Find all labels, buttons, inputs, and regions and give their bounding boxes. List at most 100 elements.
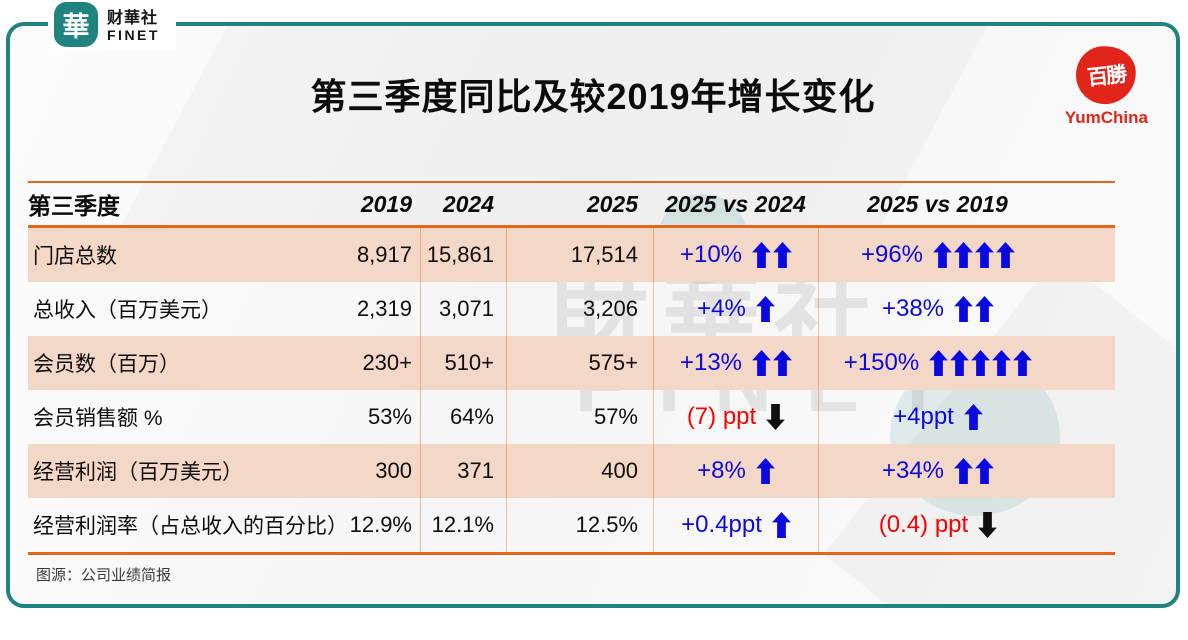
finet-logo: 華 财華社 FINET: [48, 0, 176, 51]
down-arrow-icon: [766, 404, 786, 430]
up-arrow-icon: [963, 404, 983, 430]
up-arrow-icon: [755, 458, 775, 484]
change-text: +4%: [697, 295, 746, 322]
source-note: 图源：公司业绩简报: [36, 567, 172, 584]
change-cell-vs2024: (7) ppt: [653, 390, 818, 444]
table-header-row: 第三季度 2019 2024 2025 2025 vs 2024 2025 vs…: [28, 181, 1115, 228]
value-2019: 2,319: [356, 296, 412, 321]
up-arrow-icon: [954, 242, 973, 268]
table-row: 经营利润（百万美元） 300 371 400 +8% +34%: [28, 444, 1115, 498]
arrow-group: [755, 458, 775, 484]
value-2025: 12.5%: [506, 498, 653, 552]
yumchina-seal-icon: 百勝: [1073, 43, 1140, 107]
up-arrow-icon: [971, 350, 991, 376]
change-cell-vs2019: +4ppt: [818, 390, 1115, 444]
finet-brand-icon: 華: [54, 2, 98, 47]
row-label: 经营利润（百万美元）: [33, 461, 243, 484]
up-arrow-icon: [752, 350, 771, 376]
value-2019: 12.9%: [349, 512, 412, 537]
row-label: 门店总数: [33, 245, 117, 268]
value-2024: 15,861: [420, 228, 506, 282]
column-header-2019: 2019: [360, 190, 412, 217]
value-2025: 400: [506, 444, 653, 498]
change-text: +13%: [679, 349, 743, 376]
value-2024: 3,071: [420, 282, 506, 336]
table-row: 经营利润率（占总收入的百分比） 12.9% 12.1% 12.5% +0.4pp…: [28, 498, 1115, 552]
arrow-group: [963, 404, 983, 430]
card-frame: 財華社 FINET 第三季度同比及较2019年增长变化 百勝 YumChina …: [6, 22, 1180, 608]
change-cell-vs2019: +96%: [818, 228, 1115, 282]
up-arrow-icon: [975, 242, 994, 268]
page-title: 第三季度同比及较2019年增长变化: [310, 76, 876, 117]
row-label: 经营利润率（占总收入的百分比）: [33, 515, 348, 538]
up-arrow-icon: [996, 242, 1015, 268]
arrow-group: [772, 512, 791, 538]
change-text: +8%: [697, 457, 746, 484]
arrow-group: [954, 458, 994, 484]
change-text: +34%: [881, 457, 945, 484]
column-header-2025-vs-2019: 2025 vs 2019: [867, 190, 1008, 217]
arrow-group: [752, 350, 792, 376]
finet-name-cn: 财華社: [107, 10, 159, 27]
arrow-group: [933, 242, 1015, 268]
value-2019: 53%: [367, 404, 412, 429]
change-cell-vs2024: +0.4ppt: [653, 498, 818, 552]
up-arrow-icon: [975, 458, 994, 484]
change-cell-vs2024: +10%: [653, 228, 818, 282]
column-header-quarter: 第三季度: [28, 193, 120, 219]
table-row: 门店总数 8,917 15,861 17,514 +10% +96%: [28, 228, 1115, 282]
change-text: (0.4) ppt: [878, 511, 969, 538]
value-2025: 17,514: [506, 228, 653, 282]
up-arrow-icon: [933, 242, 952, 268]
arrow-group: [929, 350, 1033, 376]
up-arrow-icon: [992, 350, 1012, 376]
value-2025: 57%: [506, 390, 653, 444]
value-2024: 12.1%: [420, 498, 506, 552]
up-arrow-icon: [773, 242, 792, 268]
value-2024: 510+: [420, 336, 506, 390]
change-text: +4ppt: [893, 403, 954, 430]
up-arrow-icon: [1013, 350, 1033, 376]
change-text: +96%: [860, 241, 924, 268]
arrow-group: [954, 296, 994, 322]
arrow-group: [978, 512, 998, 538]
value-2019: 8,917: [356, 242, 412, 267]
arrow-group: [766, 404, 786, 430]
table-row: 总收入（百万美元） 2,319 3,071 3,206 +4% +38%: [28, 282, 1115, 336]
yumchina-logo: 百勝 YumChina: [1064, 43, 1148, 128]
finet-wordmark: 财華社 FINET: [107, 2, 160, 42]
up-arrow-icon: [752, 242, 771, 268]
value-2019: 300: [375, 458, 412, 483]
table-row: 会员销售额 % 53% 64% 57% (7) ppt +4ppt: [28, 390, 1115, 444]
change-cell-vs2024: +13%: [653, 336, 818, 390]
up-arrow-icon: [950, 350, 970, 376]
change-text: +10%: [679, 241, 743, 268]
change-text: (7) ppt: [686, 403, 757, 430]
value-2019: 230+: [362, 350, 412, 375]
finet-name-en: FINET: [107, 26, 160, 43]
column-header-2024: 2024: [442, 190, 494, 217]
change-cell-vs2024: +8%: [653, 444, 818, 498]
table-row: 会员数（百万） 230+ 510+ 575+ +13% +150%: [28, 336, 1115, 390]
change-text: +38%: [881, 295, 945, 322]
change-cell-vs2019: +34%: [818, 444, 1115, 498]
up-arrow-icon: [954, 296, 973, 322]
down-arrow-icon: [978, 512, 998, 538]
change-cell-vs2019: (0.4) ppt: [818, 498, 1115, 552]
yumchina-wordmark: YumChina: [1064, 108, 1148, 127]
up-arrow-icon: [773, 350, 792, 376]
column-header-2025-vs-2024: 2025 vs 2024: [665, 190, 806, 217]
value-2025: 3,206: [506, 282, 653, 336]
change-cell-vs2019: +150%: [818, 336, 1115, 390]
row-label: 会员销售额 %: [33, 407, 163, 430]
value-2025: 575+: [506, 336, 653, 390]
arrow-group: [752, 242, 792, 268]
up-arrow-icon: [954, 458, 973, 484]
up-arrow-icon: [929, 350, 949, 376]
column-header-2025: 2025: [586, 190, 638, 217]
table-body: 门店总数 8,917 15,861 17,514 +10% +96% 总收入（百…: [28, 228, 1115, 555]
change-cell-vs2024: +4%: [653, 282, 818, 336]
arrow-group: [755, 296, 775, 322]
change-cell-vs2019: +38%: [818, 282, 1115, 336]
row-label: 总收入（百万美元）: [33, 299, 222, 322]
